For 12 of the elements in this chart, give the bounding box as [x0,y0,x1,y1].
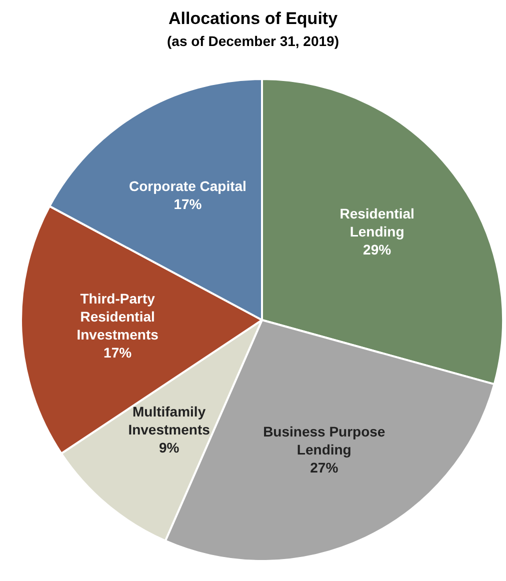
data-label: 27% [310,459,339,476]
slice-label: Multifamily Investments [128,404,210,438]
data-label: 9% [158,440,180,456]
chart-subtitle: (as of December 31, 2019) [166,32,340,51]
data-label: 17% [174,196,202,212]
slice-label: Corporate Capital [128,178,246,194]
chart-title: Allocations of Equity [167,8,339,30]
slice-label: Third-Party Residential Investments [76,290,159,343]
slice-label: Residential Lending [340,205,414,240]
data-label: 17% [104,344,132,361]
data-label: 29% [363,241,392,258]
slice-label: Business Purpose Lending [263,423,386,458]
